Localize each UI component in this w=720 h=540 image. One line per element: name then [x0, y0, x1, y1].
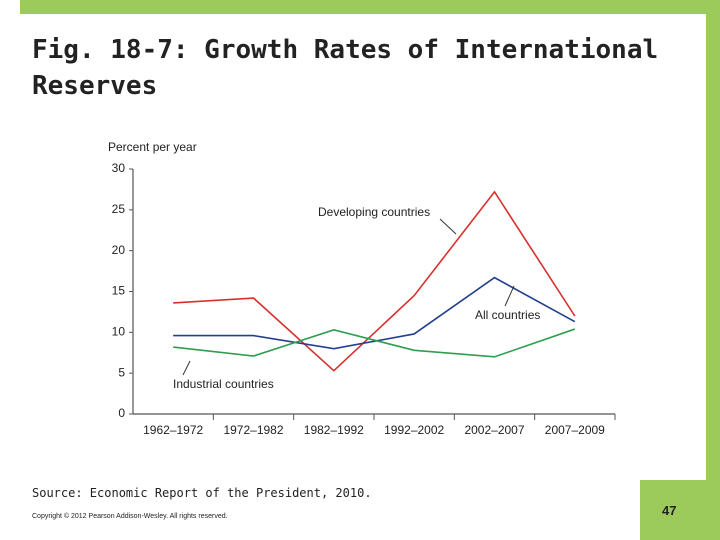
y-tick-label: 0	[118, 406, 125, 420]
y-tick-label: 15	[112, 284, 126, 298]
x-tick-label: 1972–1982	[223, 423, 283, 437]
y-tick-label: 10	[112, 325, 126, 339]
page-box	[640, 480, 720, 540]
page-number: 47	[662, 503, 677, 518]
y-axis-title: Percent per year	[108, 140, 197, 154]
y-tick-label: 5	[118, 365, 125, 379]
label-leader	[182, 360, 191, 376]
series-label: Industrial countries	[173, 377, 274, 391]
y-tick-label: 25	[112, 202, 126, 216]
y-tick-label: 30	[112, 161, 126, 175]
series-line	[173, 276, 576, 350]
copyright: Copyright © 2012 Pearson Addison-Wesley.…	[32, 513, 228, 520]
series-label: All countries	[475, 308, 540, 322]
y-tick-label: 20	[112, 243, 126, 257]
x-tick-label: 2007–2009	[545, 423, 605, 437]
x-tick-label: 2002–2007	[464, 423, 524, 437]
source: Source: Economic Report of the President…	[32, 486, 372, 500]
label-leader	[439, 218, 457, 235]
series-line	[173, 328, 576, 358]
side-bar	[706, 0, 720, 540]
slide-title: Fig. 18-7: Growth Rates of International…	[32, 35, 659, 101]
x-tick-label: 1962–1972	[143, 423, 203, 437]
top-bar	[20, 0, 720, 16]
series-label: Developing countries	[318, 205, 430, 219]
x-tick-label: 1992–2002	[384, 423, 444, 437]
x-tick-label: 1982–1992	[304, 423, 364, 437]
label-leader	[504, 285, 515, 307]
series-line	[173, 190, 576, 372]
